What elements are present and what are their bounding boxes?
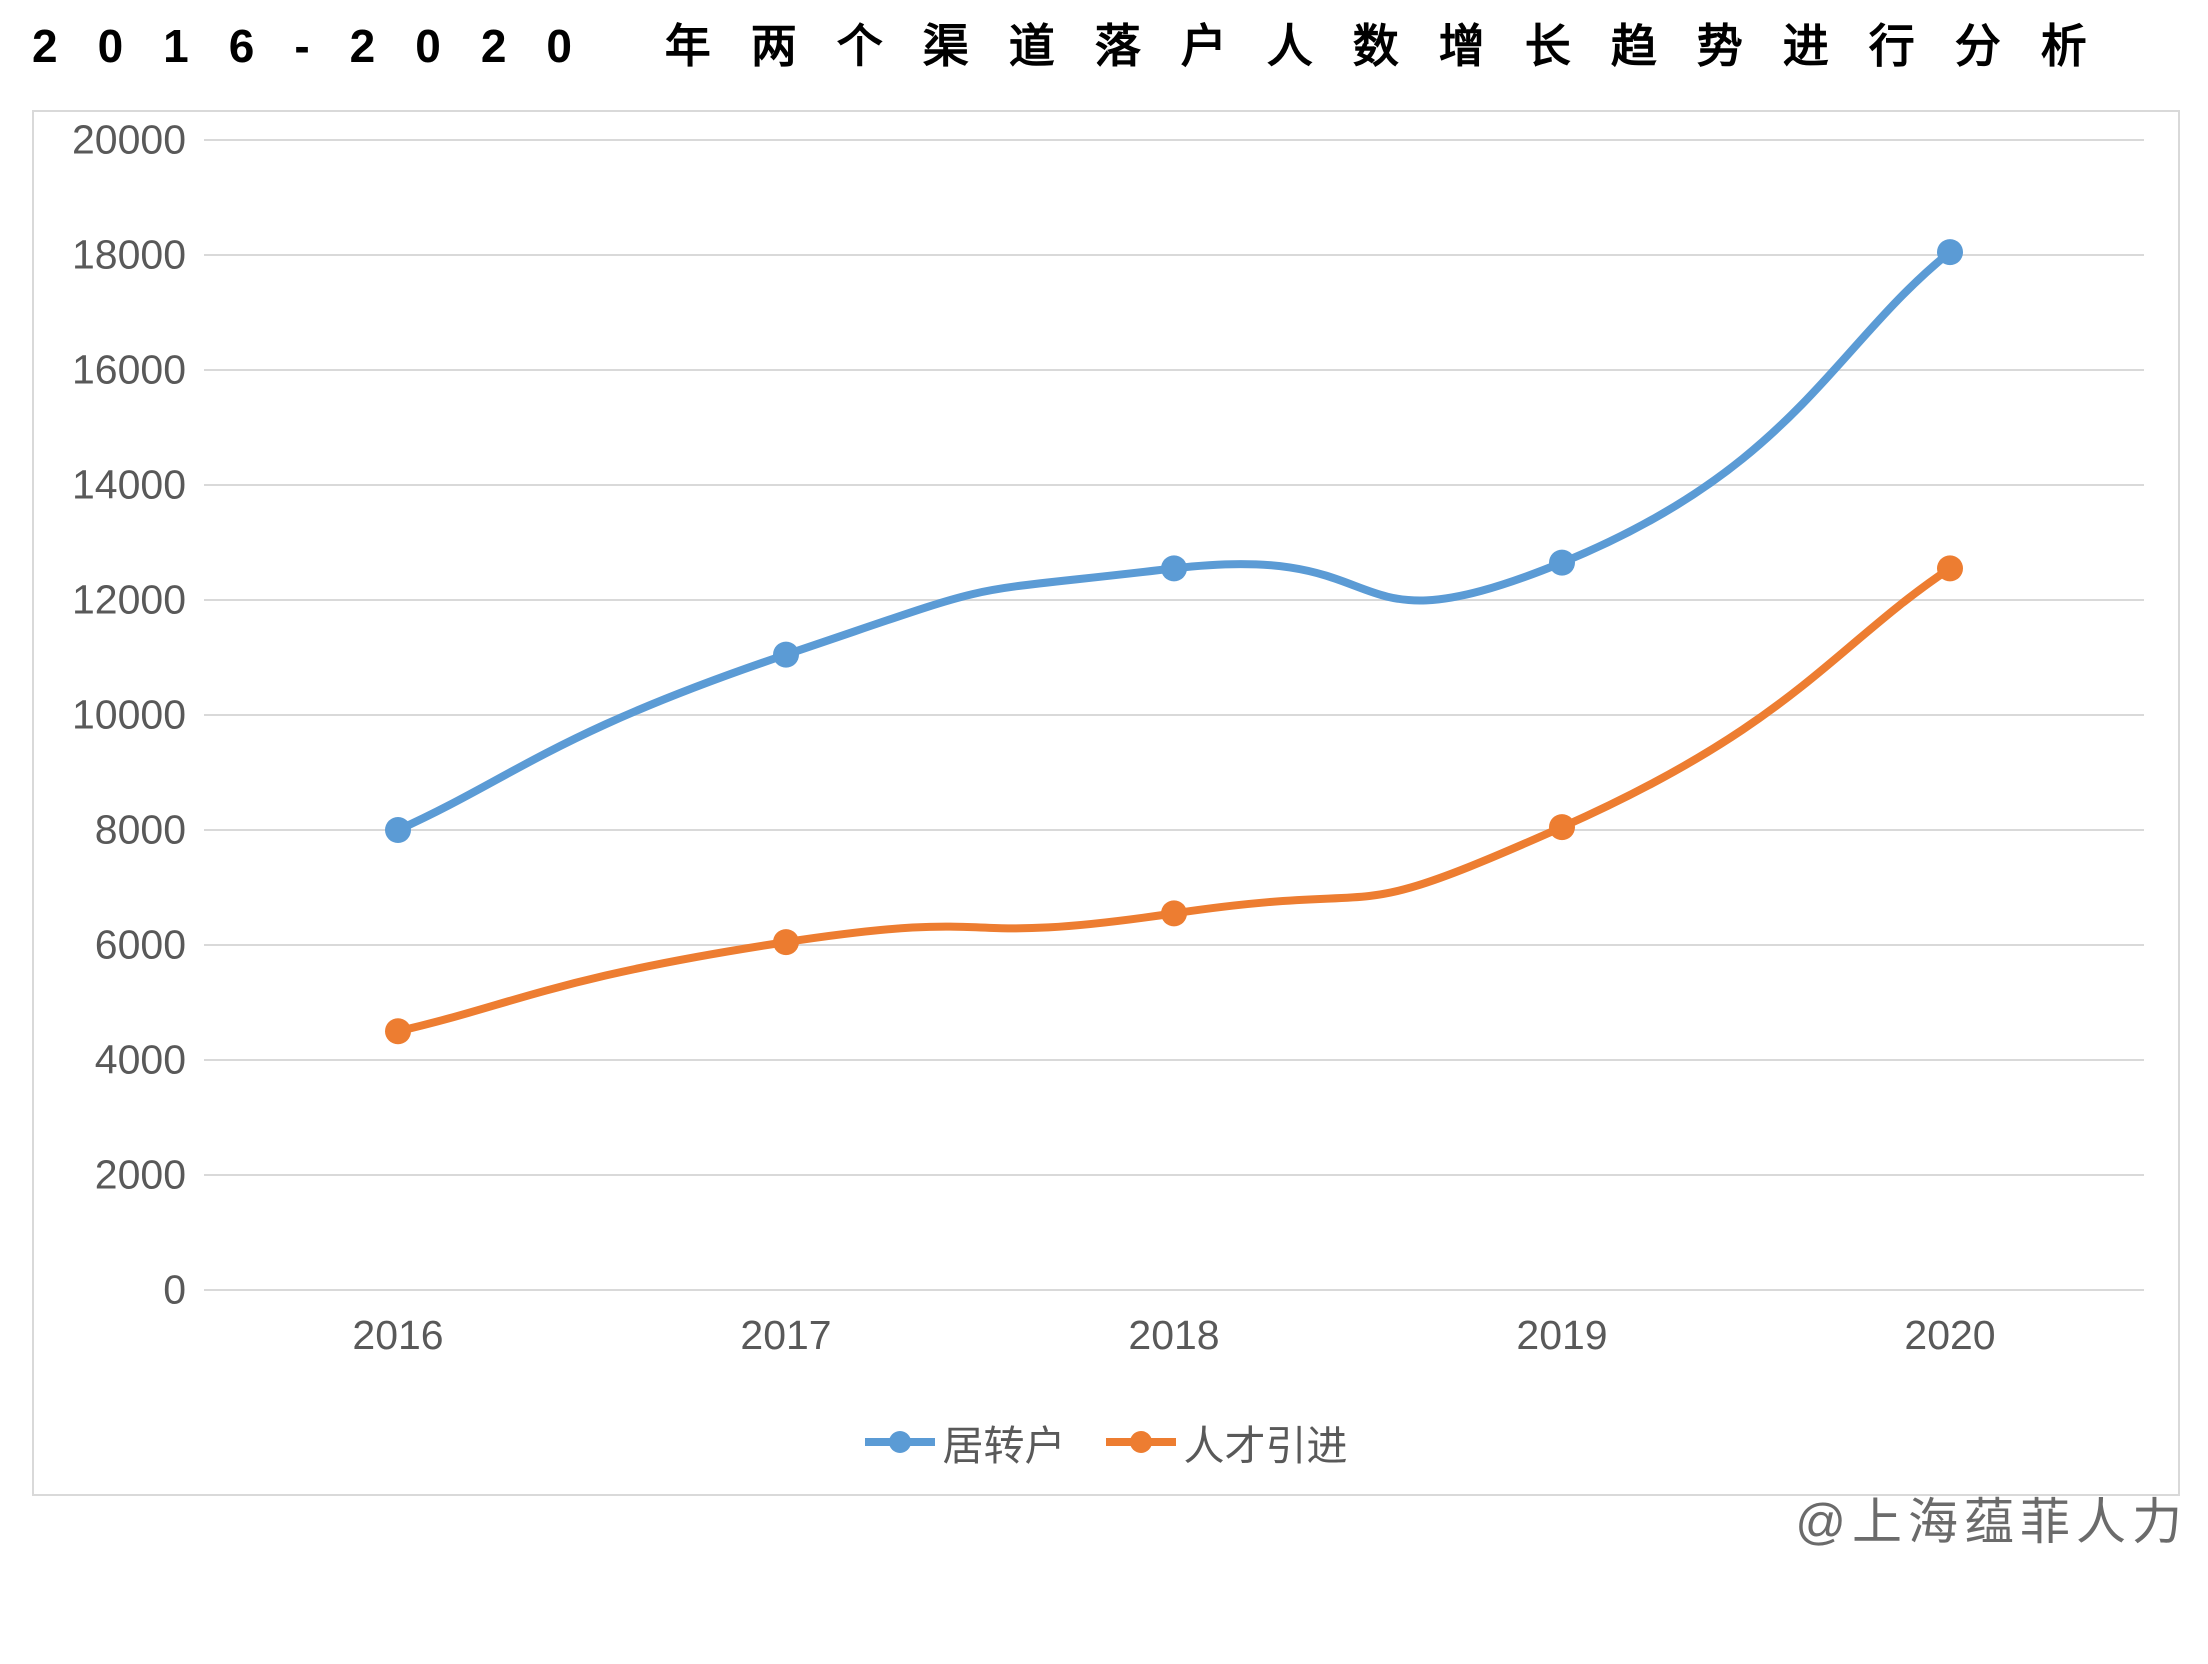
x-axis-label: 2016 (352, 1290, 443, 1359)
series-marker (1549, 550, 1575, 576)
series-marker (1937, 239, 1963, 265)
y-axis-label: 0 (163, 1267, 204, 1314)
y-axis-label: 8000 (95, 807, 204, 854)
legend-line-icon (865, 1438, 935, 1446)
legend: 居转户 人才引进 (34, 1412, 2178, 1472)
x-axis-label: 2018 (1128, 1290, 1219, 1359)
y-axis-label: 6000 (95, 922, 204, 969)
series-marker (1161, 555, 1187, 581)
y-axis-label: 16000 (72, 347, 204, 394)
legend-line-icon (1106, 1438, 1176, 1446)
y-axis-label: 4000 (95, 1037, 204, 1084)
series-marker (385, 817, 411, 843)
y-axis-label: 12000 (72, 577, 204, 624)
series-marker (385, 1018, 411, 1044)
legend-marker-icon (889, 1431, 911, 1453)
series-line (398, 568, 1950, 1031)
y-axis-label: 2000 (95, 1152, 204, 1199)
legend-label: 人才引进 (1176, 1412, 1348, 1472)
legend-item: 人才引进 (1106, 1412, 1348, 1472)
plot-svg (204, 140, 2144, 1290)
watermark: @上海蕴菲人力 (1795, 1482, 2188, 1554)
x-axis-label: 2019 (1516, 1290, 1607, 1359)
x-axis-label: 2020 (1904, 1290, 1995, 1359)
series-marker (773, 929, 799, 955)
y-axis-label: 20000 (72, 117, 204, 164)
series-marker (773, 642, 799, 668)
legend-item: 居转户 (865, 1412, 1066, 1472)
y-axis-label: 10000 (72, 692, 204, 739)
legend-marker-icon (1130, 1431, 1152, 1453)
y-axis-label: 14000 (72, 462, 204, 509)
x-axis-label: 2017 (740, 1290, 831, 1359)
series-marker (1161, 900, 1187, 926)
series-marker (1937, 555, 1963, 581)
plot-area: 0200040006000800010000120001400016000180… (204, 140, 2144, 1290)
chart-title: 2016-2020 年两个渠道落户人数增长趋势进行分析 (0, 10, 2208, 76)
y-axis-label: 18000 (72, 232, 204, 279)
chart-frame: 0 2000 4000 6000 8000 10000 12000 14000 16000 180… (32, 110, 2180, 1496)
chart-stage: 2016-2020 年两个渠道落户人数增长趋势进行分析 0 2000 4000 600… (0, 0, 2208, 1664)
legend-label: 居转户 (935, 1412, 1066, 1472)
series-marker (1549, 814, 1575, 840)
